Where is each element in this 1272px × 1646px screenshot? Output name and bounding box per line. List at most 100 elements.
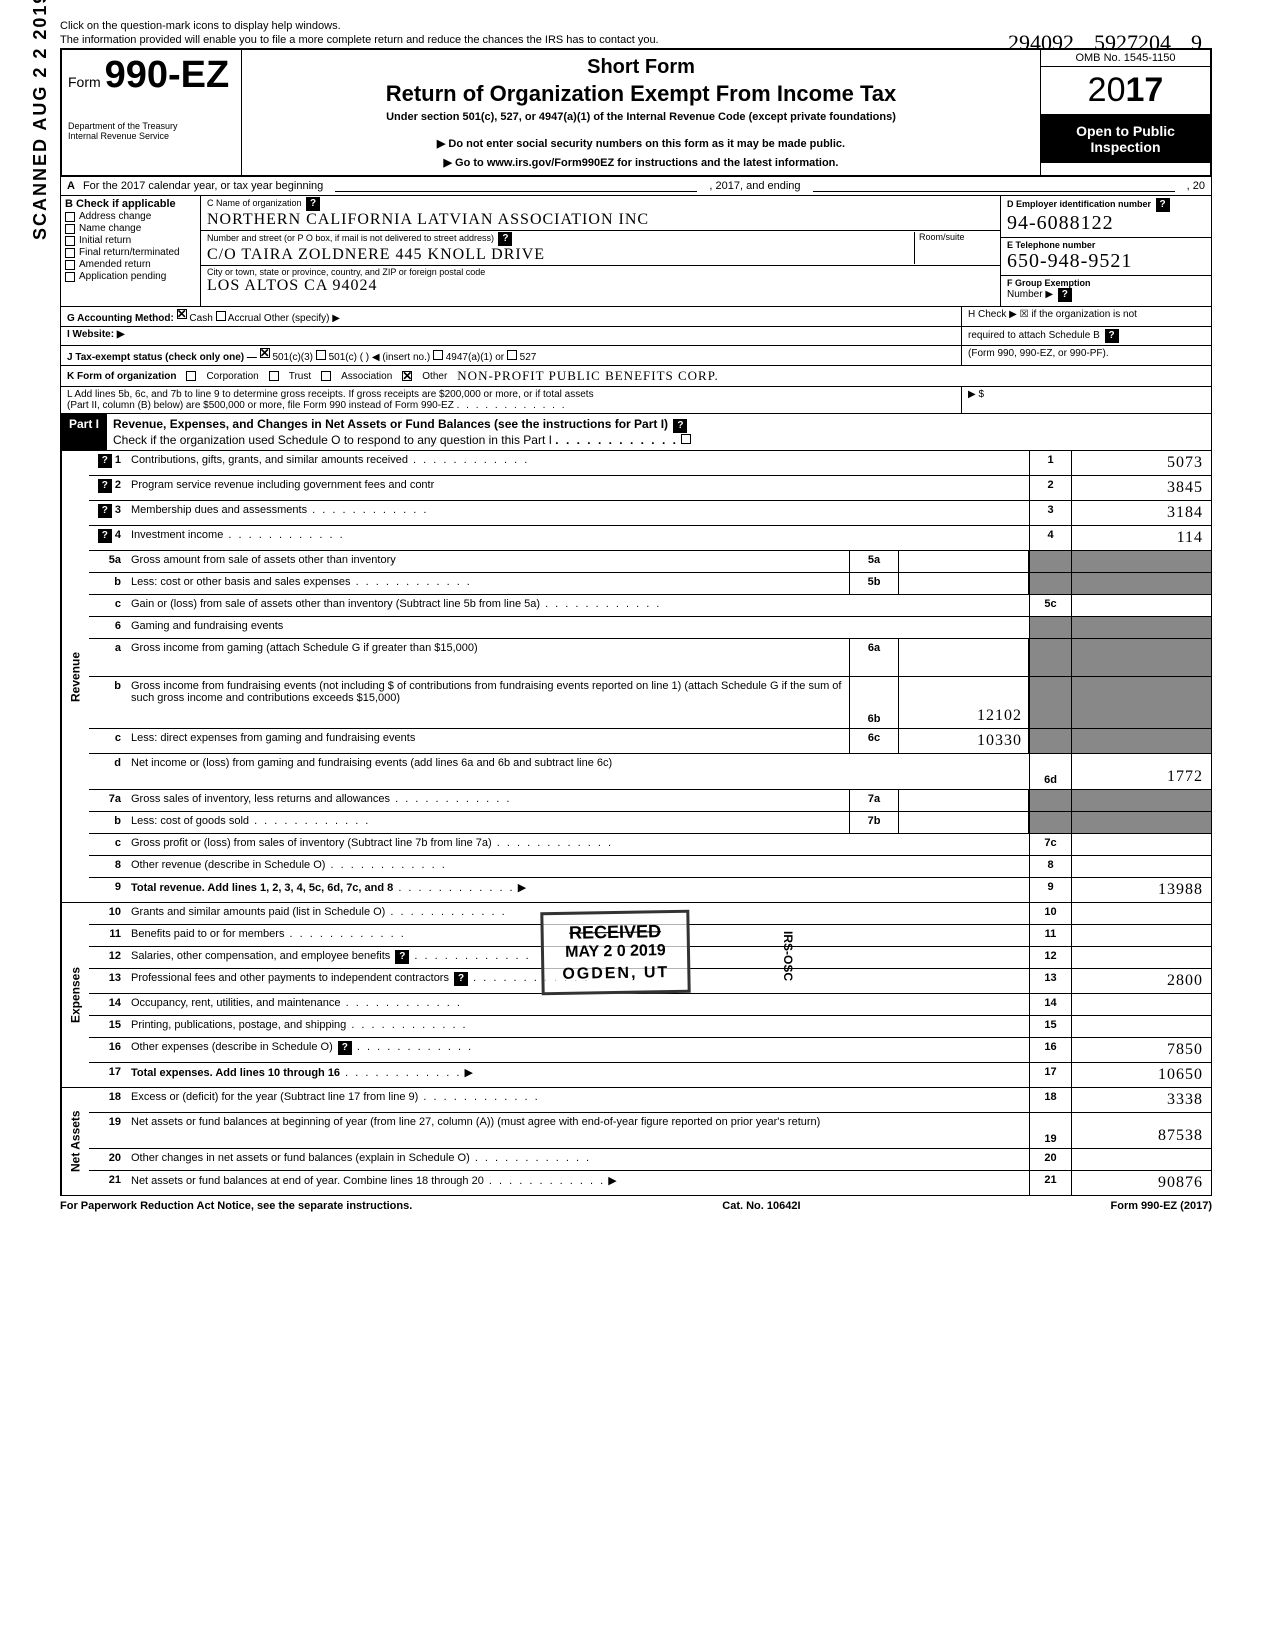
line-15-val[interactable] [1071,1016,1211,1037]
line-7b-midval[interactable] [899,812,1029,833]
help-icon[interactable]: ? [673,419,687,433]
meta-rows-ghijkl: G Accounting Method: Cash Accrual Other … [60,307,1212,414]
chk-initial-return[interactable] [65,236,75,246]
line-5b-val-shade [1071,573,1211,594]
line-8-no: 8 [89,856,127,877]
line-7a-desc: Gross sales of inventory, less returns a… [131,793,390,805]
line-3-desc: Membership dues and assessments [131,504,307,516]
line-2-no: 2 [115,479,121,491]
chk-name-change[interactable] [65,224,75,234]
line-3-num: 3 [1029,501,1071,525]
line-5b-midval[interactable] [899,573,1029,594]
line-7c-no: c [89,834,127,855]
j-4947: 4947(a)(1) or [446,352,504,363]
line-17-arrow: ▶ [464,1067,472,1079]
chk-accrual[interactable] [216,311,226,321]
line-5b-desc: Less: cost or other basis and sales expe… [131,576,351,588]
opt-address-change: Address change [79,211,151,222]
help-icon[interactable]: ? [98,504,112,518]
line-7c-val[interactable] [1071,834,1211,855]
row-a-blank1[interactable] [335,180,697,192]
line-3-no: 3 [115,504,121,516]
chk-corporation[interactable] [186,371,196,381]
line-7b-no: b [89,812,127,833]
chk-pending[interactable] [65,272,75,282]
line-1-desc: Contributions, gifts, grants, and simila… [131,454,408,466]
help-icon[interactable]: ? [1058,288,1072,302]
chk-trust[interactable] [269,371,279,381]
chk-association[interactable] [321,371,331,381]
line-5b-num-shade [1029,573,1071,594]
line-20-no: 20 [89,1149,127,1170]
line-1-val: 5073 [1071,451,1211,475]
stamp-irs-osc: IRS-OSC [781,931,795,981]
help-icon[interactable]: ? [498,232,512,246]
row-a-blank2[interactable] [813,180,1175,192]
line-6-desc: Gaming and fundraising events [127,617,1029,638]
line-5a-desc: Gross amount from sale of assets other t… [131,554,396,566]
line-8-val[interactable] [1071,856,1211,877]
help-icon[interactable]: ? [98,529,112,543]
chk-schedule-o[interactable] [681,434,691,444]
chk-501c[interactable] [316,350,326,360]
dept-treasury: Department of the Treasury [68,121,235,131]
l-arrow: ▶ $ [968,389,984,400]
line-15-desc: Printing, publications, postage, and shi… [131,1019,346,1031]
line-16-val: 7850 [1071,1038,1211,1062]
line-4-desc: Investment income [131,529,223,541]
help-icon[interactable]: ? [98,479,112,493]
line-11-val[interactable] [1071,925,1211,946]
help-icon[interactable]: ? [454,972,468,986]
line-6a-val-shade [1071,639,1211,676]
chk-4947[interactable] [433,350,443,360]
line-17-val: 10650 [1071,1063,1211,1087]
chk-address-change[interactable] [65,212,75,222]
line-6c-val-shade [1071,729,1211,753]
help-icon[interactable]: ? [1156,198,1170,212]
room-suite-label: Room/suite [919,232,994,242]
chk-other-org[interactable] [402,371,412,381]
line-20-val[interactable] [1071,1149,1211,1170]
help-icon[interactable]: ? [1105,329,1119,343]
help-icon[interactable]: ? [338,1041,352,1055]
form-label: Form [68,74,101,90]
line-10-val[interactable] [1071,903,1211,924]
chk-527[interactable] [507,350,517,360]
line-21-no: 21 [89,1171,127,1195]
chk-amended[interactable] [65,260,75,270]
year-bold: 17 [1126,71,1164,109]
line-7b-num-shade [1029,812,1071,833]
line-5a-val-shade [1071,551,1211,572]
g-accounting-label: G Accounting Method: [67,313,174,324]
line-6-num-shade [1029,617,1071,638]
line-14-val[interactable] [1071,994,1211,1015]
b-header: B Check if applicable [65,198,196,210]
part-1-sub: Check if the organization used Schedule … [113,433,552,447]
footer-form: Form 990-EZ (2017) [1111,1200,1212,1212]
received-stamp: RECEIVED MAY 2 0 2019 OGDEN, UT [540,910,690,996]
help-icon[interactable]: ? [395,950,409,964]
help-icon[interactable]: ? [98,454,112,468]
row-a-text1: For the 2017 calendar year, or tax year … [83,180,323,192]
line-12-val[interactable] [1071,947,1211,968]
chk-cash[interactable] [177,309,187,319]
line-2-val: 3845 [1071,476,1211,500]
line-13-val: 2800 [1071,969,1211,993]
line-7a-midval[interactable] [899,790,1029,811]
line-9-desc: Total revenue. Add lines 1, 2, 3, 4, 5c,… [131,882,393,894]
line-10-desc: Grants and similar amounts paid (list in… [131,906,385,918]
opt-initial-return: Initial return [79,235,131,246]
short-form-title: Short Form [250,56,1032,79]
chk-501c3[interactable] [260,348,270,358]
help-icon[interactable]: ? [306,197,320,211]
j-501c: 501(c) ( ) ◀ (insert no.) [329,352,431,363]
i-website-label: I Website: ▶ [67,329,125,340]
chk-final-return[interactable] [65,248,75,258]
line-5a-midval[interactable] [899,551,1029,572]
row-a-text2: , 2017, and ending [709,180,800,192]
row-a-label: A [67,180,75,192]
g-cash: Cash [189,313,212,324]
line-5c-val[interactable] [1071,595,1211,616]
line-6a-mid: 6a [849,639,899,676]
line-6a-midval[interactable] [899,639,1029,676]
